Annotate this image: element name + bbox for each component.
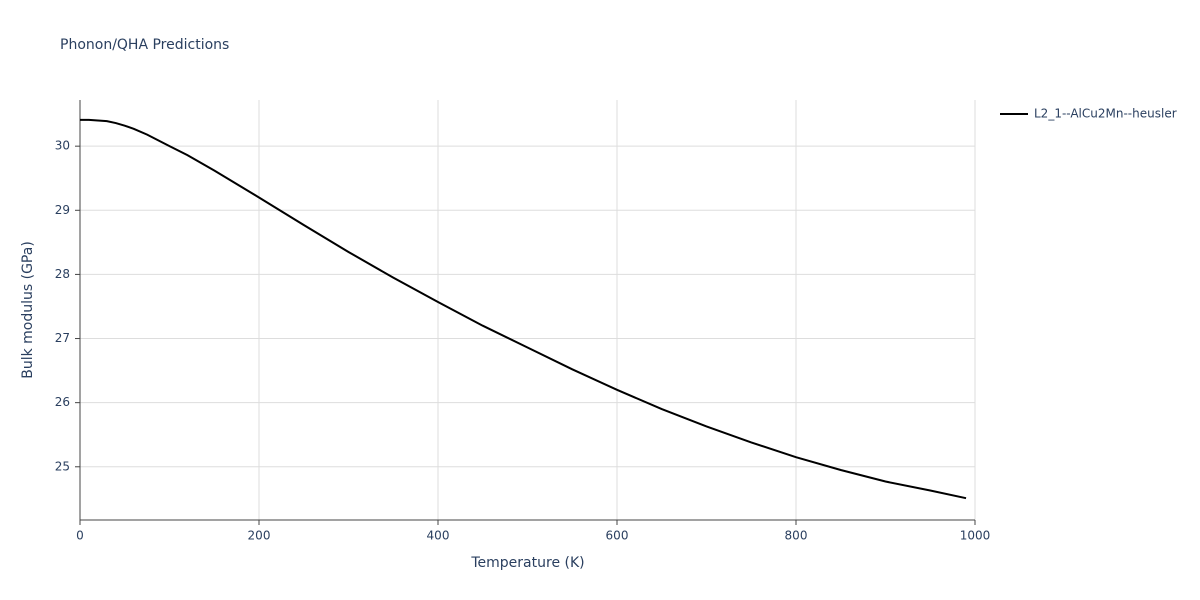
x-tick-label: 1000 — [960, 529, 991, 543]
x-tick-label: 400 — [427, 529, 450, 543]
y-tick-label: 29 — [55, 203, 70, 217]
chart-title: Phonon/QHA Predictions — [60, 37, 229, 53]
x-tick-label: 200 — [248, 529, 271, 543]
y-tick-label: 27 — [55, 331, 70, 345]
x-axis-title: Temperature (K) — [470, 555, 584, 571]
y-axis-title: Bulk modulus (GPa) — [20, 241, 36, 379]
y-tick-label: 25 — [55, 459, 70, 473]
y-tick-label: 28 — [55, 267, 70, 281]
x-tick-label: 600 — [606, 529, 629, 543]
data-line — [80, 118, 967, 500]
x-tick-label: 0 — [76, 529, 84, 543]
y-tick-label: 30 — [55, 139, 70, 153]
legend-label: L2_1--AlCu2Mn--heusler — [1034, 107, 1177, 121]
x-tick-label: 800 — [785, 529, 808, 543]
y-tick-label: 26 — [55, 395, 70, 409]
